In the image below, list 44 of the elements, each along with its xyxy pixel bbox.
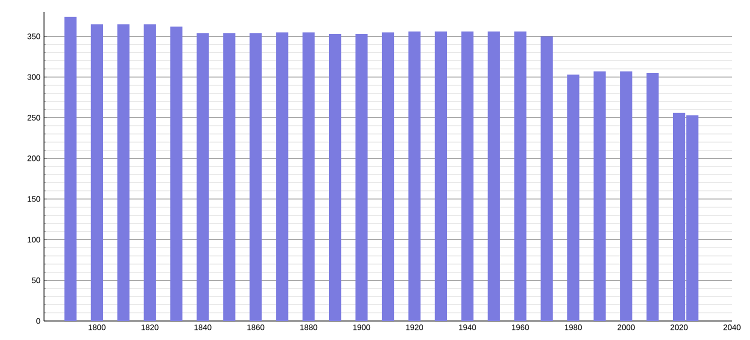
x-tick-label: 1900: [353, 324, 370, 330]
y-tick-label: 250: [28, 114, 40, 121]
x-tick-label: 1980: [564, 324, 582, 330]
y-tick-label: 0: [36, 318, 40, 324]
y-tick-label: 150: [28, 196, 40, 202]
bar: [646, 72, 659, 321]
y-tick-label: 300: [27, 74, 40, 80]
bar: [223, 33, 236, 321]
bar: [328, 34, 342, 321]
bar: [540, 36, 553, 321]
y-tick-label: 200: [28, 156, 40, 162]
y-tick-label: 50: [32, 278, 40, 284]
x-tick-label: 1940: [459, 324, 476, 330]
y-tick-label: 100: [28, 236, 40, 243]
bar: [196, 33, 209, 321]
x-tick-label: 2020: [670, 324, 688, 330]
bar: [514, 32, 526, 321]
bar: [382, 32, 394, 321]
bar: [461, 32, 474, 321]
x-tick-label: 2040: [724, 324, 741, 330]
bar: [170, 26, 182, 321]
bar: [90, 24, 104, 321]
bar: [144, 24, 156, 321]
bar: [64, 16, 77, 321]
x-tick-label: 1820: [142, 324, 158, 330]
bar: [620, 71, 632, 321]
x-tick-label: 1880: [300, 324, 318, 330]
bar: [250, 33, 262, 321]
y-tick-label: 350: [27, 34, 40, 40]
x-tick-label: 1800: [88, 324, 106, 330]
bar: [302, 32, 315, 321]
bar: [488, 32, 500, 321]
x-tick-label: 1840: [194, 324, 212, 330]
bar: [355, 34, 368, 321]
x-tick-label: 1960: [512, 324, 529, 330]
bar: [434, 32, 448, 321]
x-tick-label: 1920: [406, 324, 424, 330]
bar: [594, 71, 606, 321]
bar: [567, 74, 580, 321]
bar: [408, 32, 421, 321]
x-tick-label: 2000: [618, 324, 635, 330]
bar: [117, 24, 130, 321]
bar: [276, 32, 288, 321]
x-tick-label: 1860: [247, 324, 264, 330]
